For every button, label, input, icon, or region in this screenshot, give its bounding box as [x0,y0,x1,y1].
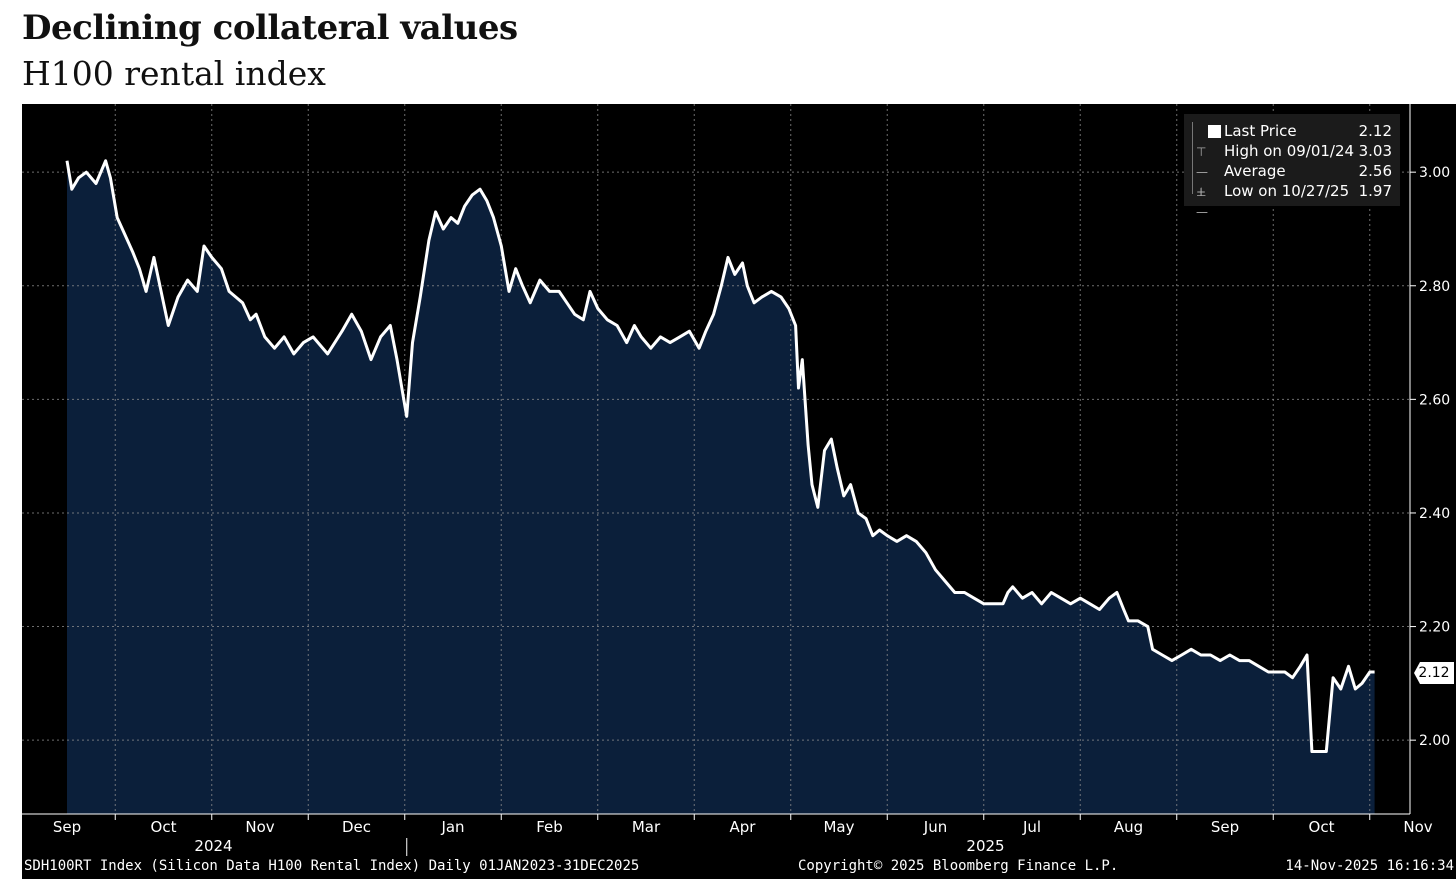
legend-value: 2.56 [1358,162,1392,180]
footer-timestamp: 14-Nov-2025 16:16:34 [1285,858,1454,874]
x-tick-label: Aug [1114,818,1143,836]
x-tick-label: Oct [1309,818,1335,836]
year-label: 2024 [194,837,232,855]
legend-item-high: ⊤ High on 09/01/24 3.03 [1184,142,1400,162]
footer-copyright: Copyright© 2025 Bloomberg Finance L.P. [798,858,1119,874]
year-label: 2025 [966,837,1004,855]
legend-item-low: ⊥ Low on 10/27/25 1.97 [1184,182,1400,202]
chart-title: Declining collateral values [22,8,518,48]
low-marker-icon: ⊥ [1196,185,1207,199]
last-price-badge: 2.12 [1414,662,1454,684]
x-tick-label: Sep [53,818,81,836]
legend-item-last-price: Last Price 2.12 [1184,122,1400,142]
x-tick-label: Dec [342,818,371,836]
legend-label: High on 09/01/24 [1224,142,1355,160]
high-marker-icon: ⊤ [1196,145,1207,159]
legend-tree-line [1192,122,1199,194]
legend-item-average: —+— Average 2.56 [1184,162,1400,219]
x-tick-label: Mar [632,818,661,836]
rental-index-chart: 2.00 2.20 2.40 2.60 2.80 3.00 Sep Oct Nov Dec Jan F… [22,104,1456,859]
y-tick-label: 3.00 [1419,165,1450,181]
chart-subtitle: H100 rental index [22,54,326,93]
y-tick-label: 2.60 [1419,392,1450,408]
x-tick-label: May [823,818,854,836]
average-marker-icon: —+— [1196,165,1208,219]
x-tick-label: Nov [245,818,274,836]
footer-index-description: SDH100RT Index (Silicon Data H100 Rental… [24,858,640,874]
y-tick-label: 2.80 [1419,279,1450,295]
x-tick-label: Jan [440,818,464,836]
x-tick-label: Apr [730,818,757,836]
chart-footer: SDH100RT Index (Silicon Data H100 Rental… [22,858,1456,878]
x-tick-label: Nov [1403,818,1432,836]
y-tick-label: 2.00 [1419,733,1450,749]
y-tick-label: 2.20 [1419,620,1450,636]
chart-area: 2.00 2.20 2.40 2.60 2.80 3.00 Sep Oct Nov Dec Jan F… [22,104,1456,879]
x-tick-label: Jul [1022,818,1041,836]
legend-label: Low on 10/27/25 [1224,182,1350,200]
legend-value: 2.12 [1358,122,1392,140]
legend-label: Average [1224,162,1286,180]
series-line-last-price [65,159,1375,753]
x-axis-band [22,814,1456,859]
legend-value: 1.97 [1358,182,1392,200]
x-tick-label: Jun [923,818,947,836]
y-tick-label: 2.40 [1419,506,1450,522]
x-tick-label: Feb [536,818,563,836]
x-tick-label: Oct [151,818,177,836]
x-tick-label: Sep [1211,818,1239,836]
legend-value: 3.03 [1358,142,1392,160]
legend: Last Price 2.12 ⊤ High on 09/01/24 3.03 … [1184,114,1400,219]
white-square-icon [1208,125,1221,138]
legend-label: Last Price [1224,122,1297,140]
series-area-fill [67,160,1375,815]
